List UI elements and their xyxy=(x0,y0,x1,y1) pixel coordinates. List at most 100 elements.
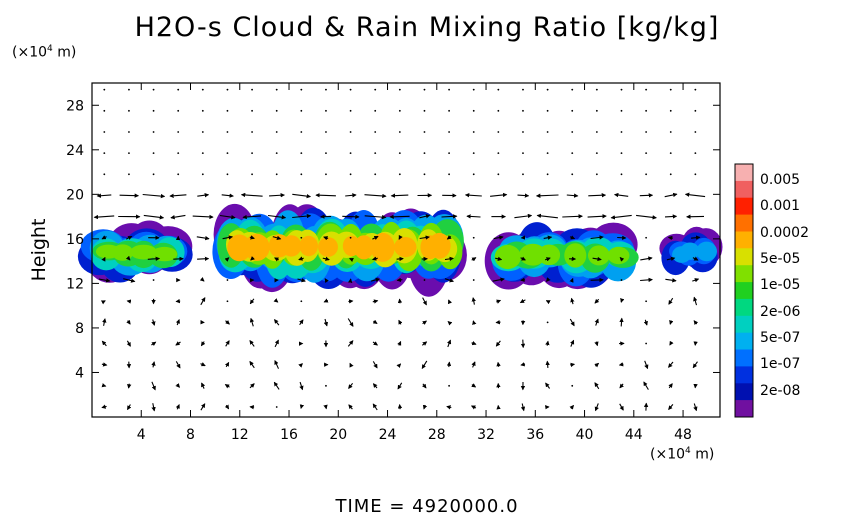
wind-vector xyxy=(610,214,632,220)
colorbar-swatch xyxy=(735,400,753,418)
wind-vector xyxy=(444,278,454,283)
wind-vector xyxy=(96,193,112,198)
wind-vector xyxy=(594,298,600,304)
wind-vector xyxy=(299,381,304,391)
wind-vector xyxy=(645,236,648,239)
colorbar-label: 0.0002 xyxy=(760,224,809,241)
wind-vector xyxy=(535,193,559,198)
wind-vector xyxy=(297,278,306,283)
wind-vector xyxy=(423,131,426,133)
wind-vector xyxy=(151,381,156,391)
wind-vector xyxy=(645,152,648,155)
wind-vector xyxy=(177,152,180,155)
wind-vector xyxy=(269,193,286,198)
wind-vector xyxy=(490,192,508,198)
wind-vector xyxy=(669,152,672,155)
colorbar xyxy=(734,163,754,418)
wind-vector xyxy=(126,299,132,304)
wind-vector xyxy=(446,235,452,240)
cloud-contour xyxy=(588,245,610,266)
x-tick-label: 20 xyxy=(329,427,347,443)
wind-vector xyxy=(444,256,454,262)
cloud-contour xyxy=(394,237,417,258)
wind-vector xyxy=(325,173,327,176)
wind-vector xyxy=(493,235,504,240)
wind-vector xyxy=(522,173,524,176)
wind-vector xyxy=(419,214,431,219)
colorbar-swatch xyxy=(735,180,753,199)
wind-vector xyxy=(492,277,505,282)
x-tick-label: 16 xyxy=(280,427,298,443)
wind-vector xyxy=(128,152,130,155)
wind-vector xyxy=(152,131,155,133)
wind-vector xyxy=(423,88,426,91)
wind-vector xyxy=(224,404,230,410)
wind-vector xyxy=(571,173,574,176)
wind-vector xyxy=(447,321,453,326)
colorbar-swatch xyxy=(735,315,753,334)
wind-vector xyxy=(569,318,575,327)
wind-vector xyxy=(200,297,206,306)
wind-vector xyxy=(251,88,253,91)
wind-vector xyxy=(292,193,312,199)
wind-vector xyxy=(103,152,106,155)
wind-vector xyxy=(249,235,255,240)
wind-vector xyxy=(300,109,303,112)
wind-vector xyxy=(101,362,108,367)
wind-vector xyxy=(177,88,180,91)
wind-vector xyxy=(495,256,503,261)
cloud-contour xyxy=(281,235,302,257)
plot-frame xyxy=(91,82,721,418)
wind-vector xyxy=(422,404,428,410)
wind-vector xyxy=(126,340,131,347)
wind-vector xyxy=(275,173,278,176)
wind-vector xyxy=(520,256,526,261)
colorbar-swatch xyxy=(735,298,753,317)
wind-vector xyxy=(374,109,377,112)
wind-vector xyxy=(546,173,549,176)
cloud-contour xyxy=(318,237,338,257)
y-tick-label: 28 xyxy=(66,98,84,114)
cloud-contour xyxy=(680,242,700,260)
wind-vector xyxy=(571,152,574,155)
wind-vector xyxy=(497,173,500,176)
wind-vector xyxy=(522,152,524,155)
wind-vector xyxy=(396,277,403,283)
wind-vector xyxy=(274,319,280,326)
wind-vector xyxy=(225,340,230,347)
wind-vector xyxy=(323,318,329,327)
wind-vector xyxy=(325,384,327,387)
x-tick-label: 44 xyxy=(625,427,643,443)
wind-vector xyxy=(636,214,657,220)
wind-vector xyxy=(448,131,450,133)
cloud-contour xyxy=(227,234,252,262)
wind-vector xyxy=(570,297,575,305)
wind-vector xyxy=(666,256,676,261)
wind-vector xyxy=(571,88,574,91)
wind-vector xyxy=(169,193,187,199)
wind-vector xyxy=(619,256,625,262)
wind-vector xyxy=(390,193,409,198)
wind-vector xyxy=(643,319,648,326)
x-tick-label: 28 xyxy=(428,427,446,443)
wind-vector xyxy=(471,257,477,262)
wind-vector xyxy=(322,256,330,261)
wind-vector xyxy=(342,214,360,219)
cloud-contour xyxy=(494,244,521,270)
wind-vector xyxy=(175,404,180,410)
wind-vector xyxy=(372,299,379,304)
wind-vector xyxy=(175,319,180,326)
wind-vector xyxy=(595,173,598,176)
wind-vector xyxy=(175,383,180,388)
wind-vector xyxy=(466,214,481,219)
wind-vector xyxy=(595,131,598,133)
wind-vector xyxy=(103,131,106,133)
wind-vector xyxy=(422,297,427,306)
wind-vector xyxy=(127,404,132,411)
wind-vector xyxy=(170,214,186,220)
wind-vector xyxy=(374,131,377,133)
wind-vector xyxy=(619,383,624,389)
wind-vector xyxy=(495,319,501,325)
wind-vector xyxy=(349,257,354,262)
colorbar-swatch xyxy=(735,366,753,384)
